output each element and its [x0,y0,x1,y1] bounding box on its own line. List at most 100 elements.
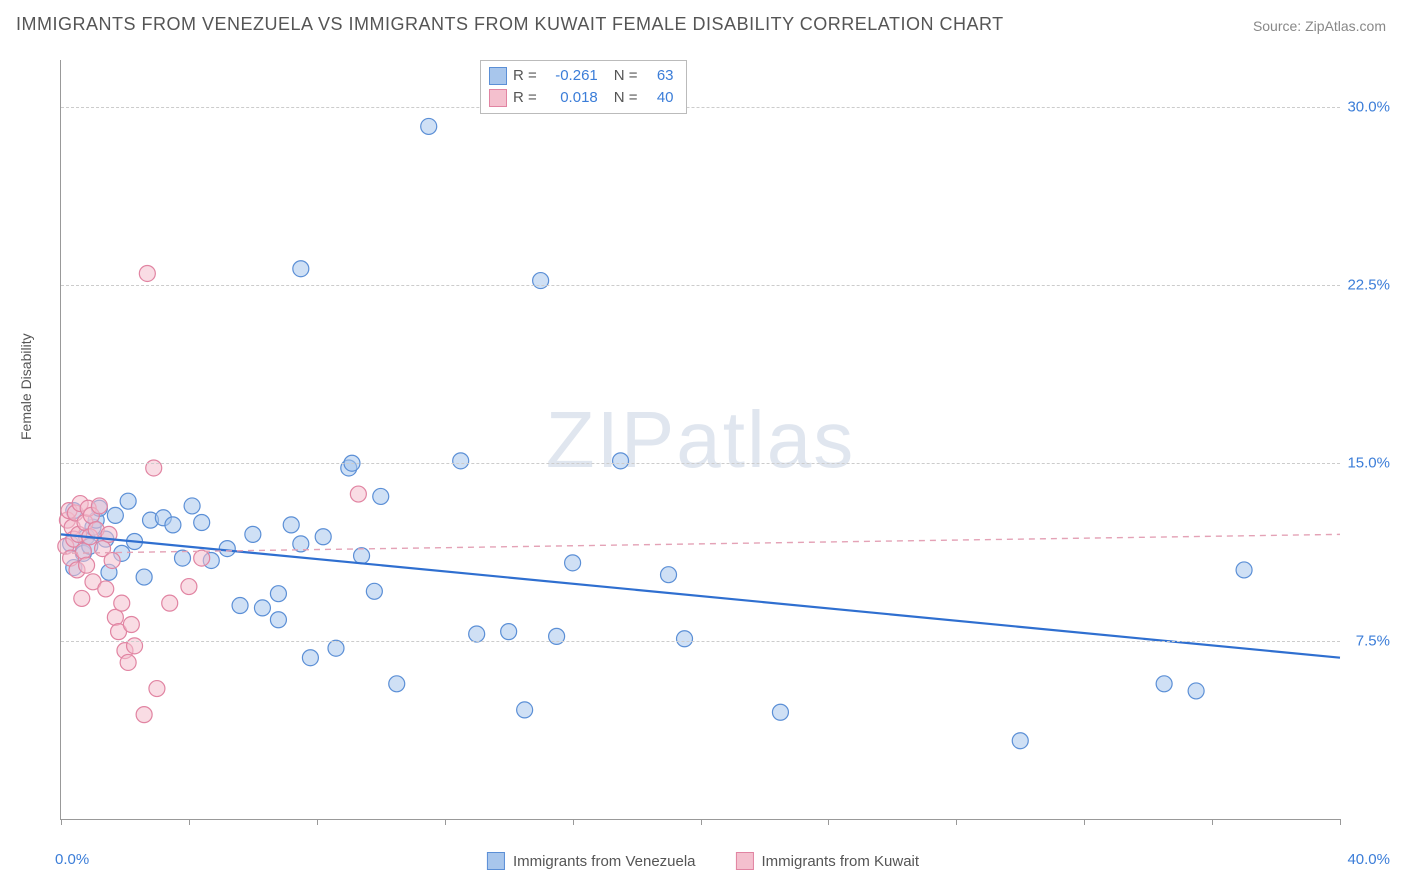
scatter-point [254,600,270,616]
scatter-point [517,702,533,718]
scatter-point [389,676,405,692]
x-min-label: 0.0% [55,851,89,868]
x-tick [956,819,957,825]
scatter-point [184,498,200,514]
legend-swatch-icon [489,67,507,85]
scatter-point [1012,733,1028,749]
scatter-point [245,526,261,542]
x-tick [1084,819,1085,825]
scatter-point [194,550,210,566]
y-tick-label: 22.5% [1347,277,1390,294]
scatter-point [677,631,693,647]
plot-area: ZIPatlas [60,60,1340,820]
x-tick [701,819,702,825]
x-tick [445,819,446,825]
x-tick [1212,819,1213,825]
chart-title: IMMIGRANTS FROM VENEZUELA VS IMMIGRANTS … [16,14,1004,35]
x-tick [828,819,829,825]
bottom-legend-label: Immigrants from Kuwait [762,853,920,870]
scatter-point [421,118,437,134]
scatter-point [613,453,629,469]
bottom-legend: Immigrants from Venezuela Immigrants from… [487,852,919,870]
stats-legend-row: R = 0.018 N = 40 [489,87,674,109]
x-tick [317,819,318,825]
scatter-point [162,595,178,611]
scatter-point [302,650,318,666]
scatter-point [107,507,123,523]
stats-legend-row: R = -0.261 N = 63 [489,65,674,87]
scatter-point [175,550,191,566]
scatter-point [120,493,136,509]
legend-n-value: 63 [644,65,674,87]
scatter-point [469,626,485,642]
x-max-label: 40.0% [1347,851,1390,868]
scatter-point [270,612,286,628]
scatter-point [98,581,114,597]
scatter-point [149,681,165,697]
x-tick [1340,819,1341,825]
bottom-legend-item: Immigrants from Venezuela [487,852,696,870]
scatter-point [91,498,107,514]
scatter-point [772,704,788,720]
y-tick-label: 15.0% [1347,455,1390,472]
scatter-point [219,541,235,557]
scatter-point [354,548,370,564]
scatter-point [181,579,197,595]
gridline [61,463,1340,464]
scatter-point [565,555,581,571]
scatter-point [350,486,366,502]
scatter-point [74,590,90,606]
legend-r-label: R = [513,65,537,87]
scatter-point [107,609,123,625]
scatter-point [120,654,136,670]
scatter-point [232,598,248,614]
scatter-point [501,624,517,640]
trend-line [61,534,1340,657]
legend-swatch-icon [487,852,505,870]
scatter-point [194,515,210,531]
scatter-point [315,529,331,545]
gridline [61,641,1340,642]
scatter-point [283,517,299,533]
bottom-legend-label: Immigrants from Venezuela [513,853,696,870]
y-tick-label: 30.0% [1347,99,1390,116]
scatter-point [75,543,91,559]
scatter-point [136,707,152,723]
scatter-point [453,453,469,469]
plot-svg [61,60,1340,819]
x-tick [61,819,62,825]
scatter-point [1156,676,1172,692]
legend-n-label: N = [614,65,638,87]
scatter-point [114,595,130,611]
scatter-point [79,557,95,573]
scatter-point [366,583,382,599]
scatter-point [1236,562,1252,578]
scatter-point [661,567,677,583]
source-label: Source: ZipAtlas.com [1253,18,1386,34]
y-axis-label: Female Disability [18,333,34,440]
stats-legend: R = -0.261 N = 63 R = 0.018 N = 40 [480,60,687,114]
legend-r-value: -0.261 [543,65,598,87]
gridline [61,285,1340,286]
gridline [61,107,1340,108]
scatter-point [136,569,152,585]
y-tick-label: 7.5% [1356,633,1390,650]
scatter-point [373,488,389,504]
legend-swatch-icon [736,852,754,870]
scatter-point [123,617,139,633]
scatter-point [1188,683,1204,699]
legend-swatch-icon [489,89,507,107]
legend-r-value: 0.018 [543,87,598,109]
scatter-point [104,552,120,568]
x-tick [189,819,190,825]
legend-r-label: R = [513,87,537,109]
scatter-point [293,261,309,277]
bottom-legend-item: Immigrants from Kuwait [736,852,920,870]
scatter-point [165,517,181,533]
scatter-point [328,640,344,656]
legend-n-value: 40 [644,87,674,109]
scatter-point [139,265,155,281]
scatter-point [270,586,286,602]
x-tick [573,819,574,825]
legend-n-label: N = [614,87,638,109]
